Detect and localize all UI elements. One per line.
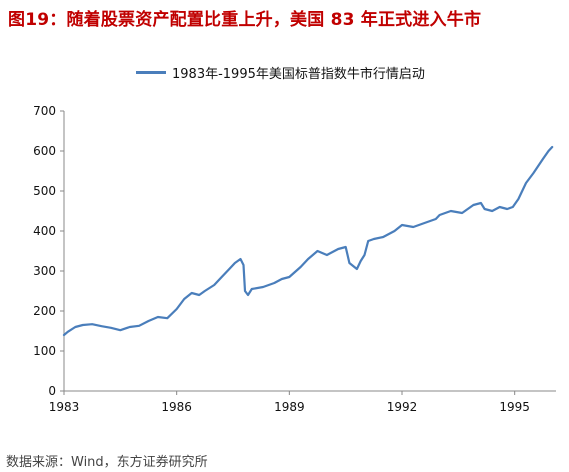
x-tick-label: 1989	[274, 400, 305, 414]
x-tick-label: 1983	[49, 400, 80, 414]
legend-swatch	[136, 70, 166, 74]
y-tick-label: 100	[33, 344, 56, 358]
y-tick-label: 300	[33, 264, 56, 278]
y-tick-label: 700	[33, 104, 56, 118]
series-line	[62, 145, 554, 337]
x-tick-label: 1992	[387, 400, 418, 414]
figure-title: 图19：随着股票资产配置比重上升，美国 83 年正式进入牛市	[8, 10, 482, 30]
y-tick-label: 500	[33, 184, 56, 198]
y-tick-label: 400	[33, 224, 56, 238]
x-tick-label: 1995	[499, 400, 530, 414]
legend-label: 1983年-1995年美国标普指数牛市行情启动	[172, 66, 425, 82]
chart-legend: 1983年-1995年美国标普指数牛市行情启动	[136, 62, 425, 82]
source-note: 数据来源：Wind，东方证券研究所	[6, 455, 208, 470]
y-tick-label: 0	[48, 384, 56, 398]
y-tick-label: 600	[33, 144, 56, 158]
x-tick-label: 1986	[161, 400, 192, 414]
y-tick-label: 200	[33, 304, 56, 318]
